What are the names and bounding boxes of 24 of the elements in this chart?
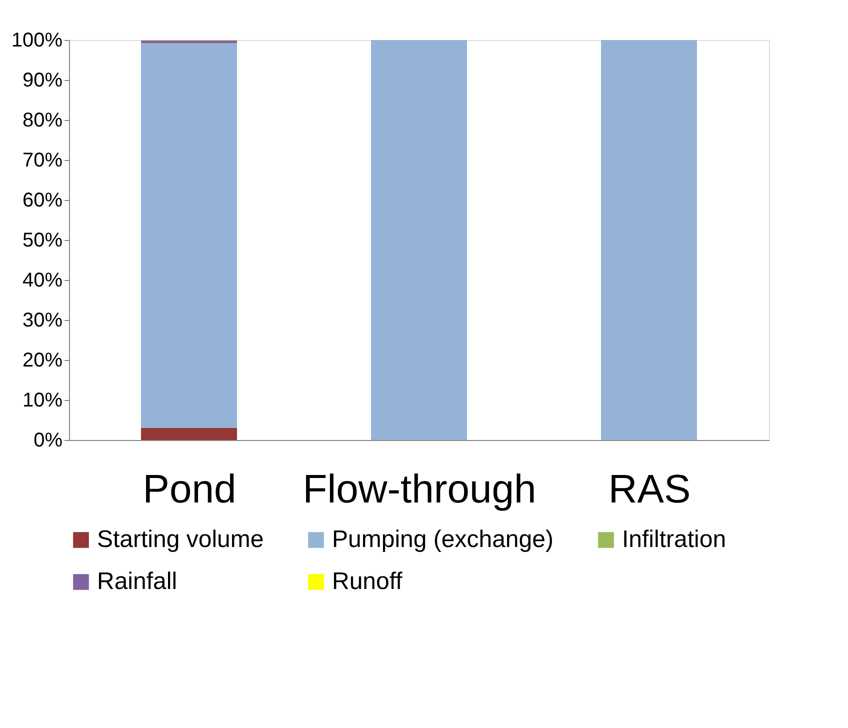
y-tick-label: 20% bbox=[22, 350, 63, 372]
x-tick-label: Pond bbox=[142, 468, 236, 512]
y-tick-label: 10% bbox=[22, 390, 63, 412]
legend-label: Rainfall bbox=[97, 568, 178, 595]
legend-label: Starting volume bbox=[97, 526, 264, 553]
bar bbox=[601, 40, 697, 440]
y-tick-label: 90% bbox=[22, 70, 63, 92]
y-tick-label: 80% bbox=[22, 110, 63, 132]
y-tick-label: 40% bbox=[22, 270, 63, 292]
y-tick-label: 70% bbox=[22, 150, 63, 172]
y-tick-label: 0% bbox=[34, 430, 63, 452]
y-tick-label: 60% bbox=[22, 190, 63, 212]
y-tick-label: 50% bbox=[22, 230, 63, 252]
legend-label: Infiltration bbox=[622, 526, 726, 553]
legend-label: Runoff bbox=[332, 568, 403, 595]
bar bbox=[141, 40, 237, 44]
bar bbox=[141, 428, 237, 440]
bar bbox=[371, 40, 467, 440]
x-tick-label: RAS bbox=[608, 468, 691, 512]
legend-label: Pumping (exchange) bbox=[332, 526, 554, 553]
y-tick-label: 30% bbox=[22, 310, 63, 332]
x-tick-label: Flow-through bbox=[302, 468, 536, 512]
y-tick-label: 100% bbox=[11, 30, 63, 52]
bar bbox=[141, 43, 237, 428]
